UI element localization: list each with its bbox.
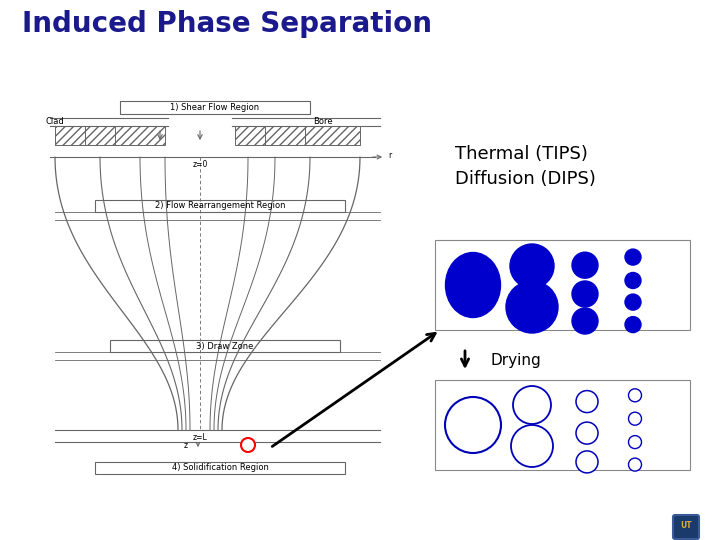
Circle shape xyxy=(625,249,641,265)
Text: 2) Flow Rearrangement Region: 2) Flow Rearrangement Region xyxy=(155,201,285,211)
FancyBboxPatch shape xyxy=(435,240,690,330)
Text: r: r xyxy=(388,152,391,160)
Text: 4) Solidification Region: 4) Solidification Region xyxy=(171,463,269,472)
Circle shape xyxy=(572,281,598,307)
FancyBboxPatch shape xyxy=(120,101,310,114)
FancyBboxPatch shape xyxy=(435,380,690,470)
Circle shape xyxy=(506,281,558,333)
FancyBboxPatch shape xyxy=(110,340,340,352)
Text: Drying: Drying xyxy=(490,353,541,368)
Circle shape xyxy=(625,294,641,310)
Text: Thermal (TIPS)
Diffusion (DIPS): Thermal (TIPS) Diffusion (DIPS) xyxy=(455,145,596,188)
Circle shape xyxy=(629,458,642,471)
Bar xyxy=(305,126,360,145)
Circle shape xyxy=(576,451,598,473)
FancyBboxPatch shape xyxy=(95,200,345,212)
Circle shape xyxy=(625,273,641,288)
FancyBboxPatch shape xyxy=(673,515,699,539)
Bar xyxy=(85,126,155,145)
Text: Clad: Clad xyxy=(45,118,64,126)
Circle shape xyxy=(572,308,598,334)
Circle shape xyxy=(629,412,642,425)
Text: z: z xyxy=(184,441,188,449)
Text: UT: UT xyxy=(680,521,692,530)
Circle shape xyxy=(241,438,255,452)
Text: Induced Phase Separation: Induced Phase Separation xyxy=(22,10,432,38)
Bar xyxy=(235,126,265,145)
Text: Bore: Bore xyxy=(313,118,333,126)
Circle shape xyxy=(513,386,551,424)
Circle shape xyxy=(629,389,642,402)
Text: z=0: z=0 xyxy=(192,160,207,169)
Bar xyxy=(55,126,130,145)
FancyBboxPatch shape xyxy=(95,462,345,474)
Circle shape xyxy=(576,422,598,444)
Circle shape xyxy=(445,397,501,453)
Text: z=L: z=L xyxy=(193,433,207,442)
Circle shape xyxy=(625,316,641,333)
Circle shape xyxy=(510,244,554,288)
Circle shape xyxy=(572,252,598,278)
Ellipse shape xyxy=(446,253,500,318)
Bar xyxy=(265,126,305,145)
Bar xyxy=(115,126,165,145)
Text: 1) Shear Flow Region: 1) Shear Flow Region xyxy=(171,103,260,111)
Circle shape xyxy=(576,390,598,413)
Circle shape xyxy=(511,425,553,467)
Text: 3) Draw Zone: 3) Draw Zone xyxy=(197,341,253,350)
Circle shape xyxy=(629,436,642,449)
